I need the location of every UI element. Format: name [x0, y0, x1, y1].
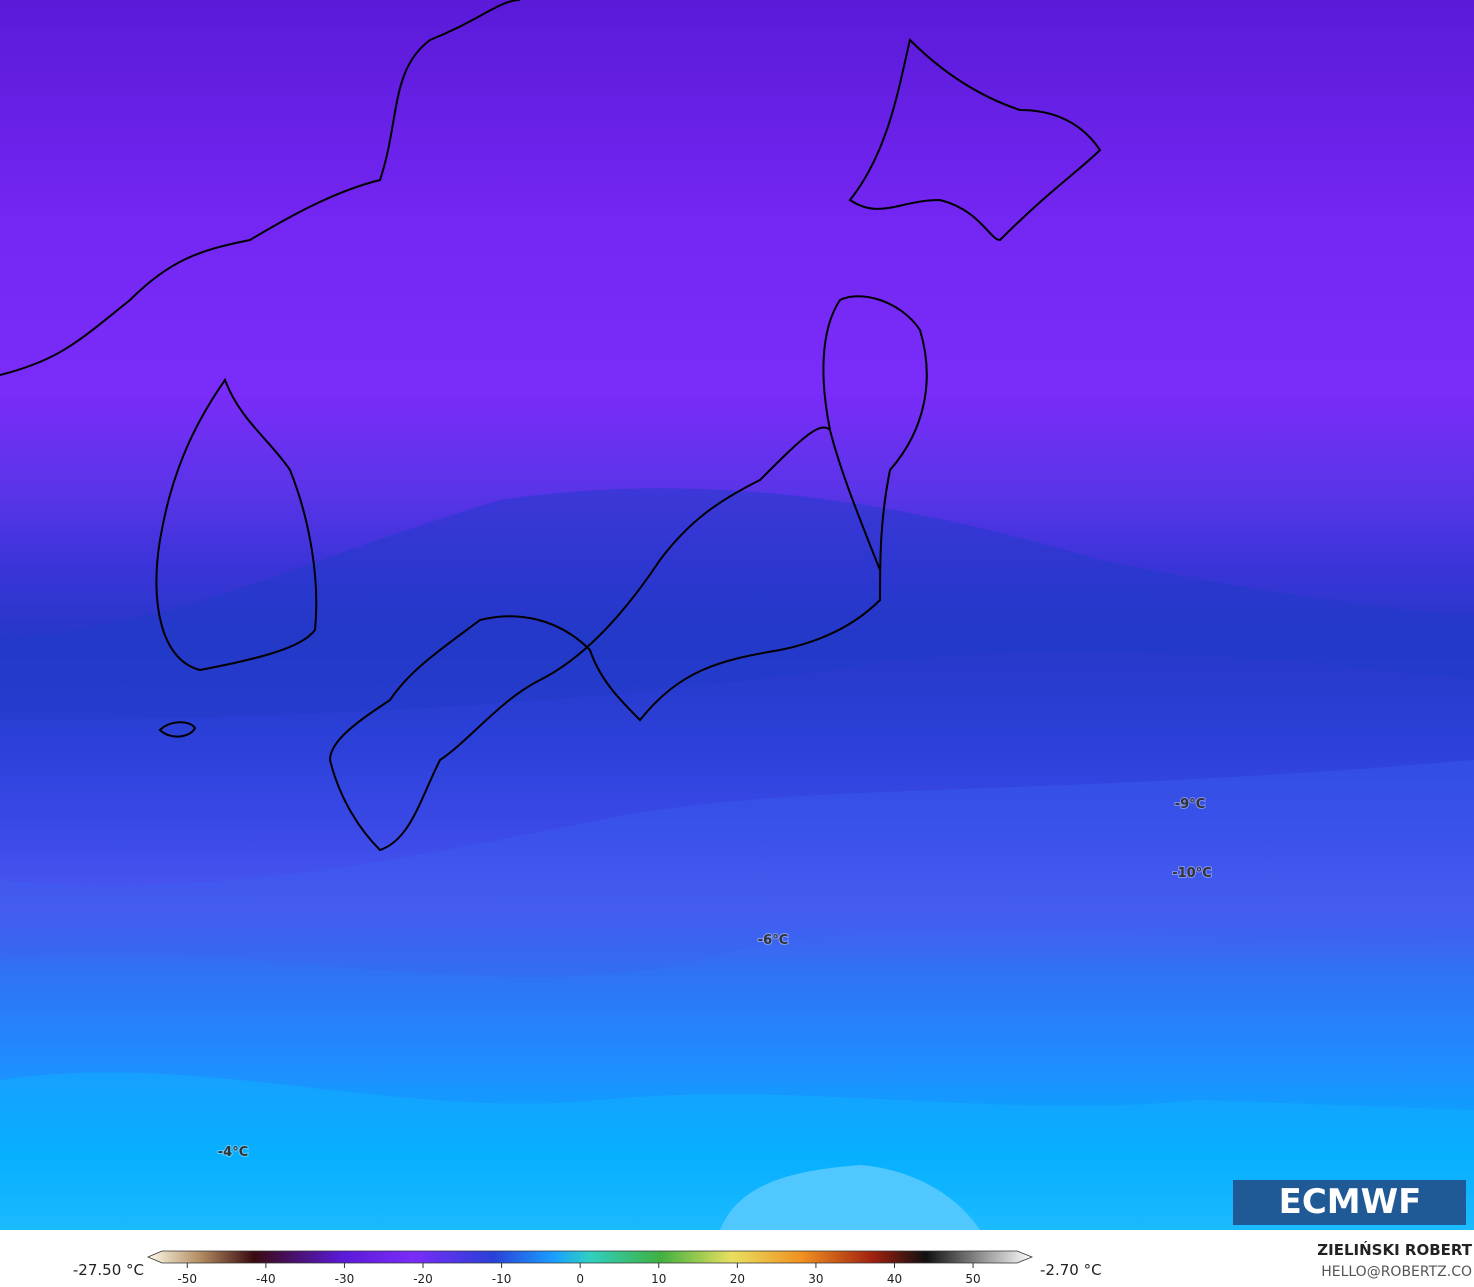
- colorbar: [146, 1250, 1034, 1264]
- colorbar-max: -2.70 °C: [1040, 1261, 1102, 1279]
- band: [0, 760, 1474, 977]
- contour-label: -9°C: [1175, 797, 1205, 812]
- logo-box: [1233, 1180, 1466, 1225]
- colorbar-tick-label: -30: [335, 1272, 355, 1286]
- colorbar-min: -27.50 °C: [73, 1261, 144, 1279]
- coastlines: [0, 0, 1102, 852]
- colorbar-tick-label: 10: [651, 1272, 666, 1286]
- colorbar-tick-label: -40: [256, 1272, 276, 1286]
- contour-label: -6°C: [758, 933, 788, 948]
- contour-label: -4°C: [218, 1145, 248, 1160]
- colorbar-tick-label: -10: [492, 1272, 512, 1286]
- colorbar-tick-label: -50: [177, 1272, 197, 1286]
- warm-band: [0, 1072, 1474, 1230]
- colorbar-tick-label: 0: [576, 1272, 584, 1286]
- colorbar-tick-label: -20: [413, 1272, 433, 1286]
- author-contact: HELLO@ROBERTZ.CO: [1321, 1264, 1472, 1280]
- colorbar-tick-label: 20: [730, 1272, 745, 1286]
- cold-band: [0, 488, 1474, 720]
- warm-patch: [720, 1165, 980, 1230]
- logo-text: ECMWF: [1279, 1182, 1422, 1222]
- contour-label: -10°C: [1172, 866, 1212, 881]
- colorbar-tick-label: 40: [887, 1272, 902, 1286]
- author-name: ZIELIŃSKI ROBERT: [1317, 1240, 1472, 1259]
- colorbar-tick-label: 30: [808, 1272, 823, 1286]
- colorbar-tick-label: 50: [965, 1272, 980, 1286]
